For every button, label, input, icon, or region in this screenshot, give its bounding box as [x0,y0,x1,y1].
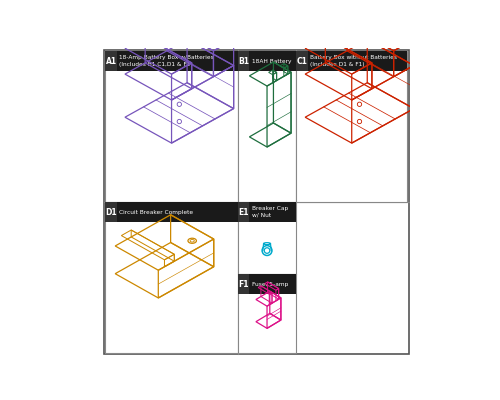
Bar [106,202,117,222]
Bar [238,51,296,202]
Bar [238,51,250,71]
FancyBboxPatch shape [104,50,408,354]
Bar [238,202,250,222]
Text: 18-Amp Battery Box w/Batteries
(Includes B1,C1,D1 & F1): 18-Amp Battery Box w/Batteries (Includes… [120,56,214,67]
Bar [238,202,296,222]
Text: E1: E1 [238,208,249,216]
Bar [238,274,250,294]
Bar [296,51,407,202]
Bar [106,51,238,71]
Bar [238,202,296,274]
Bar [238,274,296,294]
Text: Fuse, 5-amp: Fuse, 5-amp [252,282,288,287]
Bar [106,51,117,71]
Bar [238,274,296,353]
Text: B1: B1 [238,56,249,66]
Text: 18AH Battery: 18AH Battery [252,58,292,64]
Text: F1: F1 [238,280,249,289]
Text: Battery Box without Batteries
(Includes D1 & F1): Battery Box without Batteries (Includes … [310,56,398,67]
Bar [106,202,238,353]
Text: D1: D1 [106,208,117,216]
Text: C1: C1 [296,56,308,66]
Text: Breaker Cap
w/ Nut: Breaker Cap w/ Nut [252,206,288,218]
Bar [296,51,308,71]
Bar [296,51,407,71]
Text: Circuit Breaker Complete: Circuit Breaker Complete [120,210,194,214]
Bar [106,202,238,222]
Text: A1: A1 [106,56,117,66]
Bar [106,51,238,202]
Bar [238,51,296,71]
